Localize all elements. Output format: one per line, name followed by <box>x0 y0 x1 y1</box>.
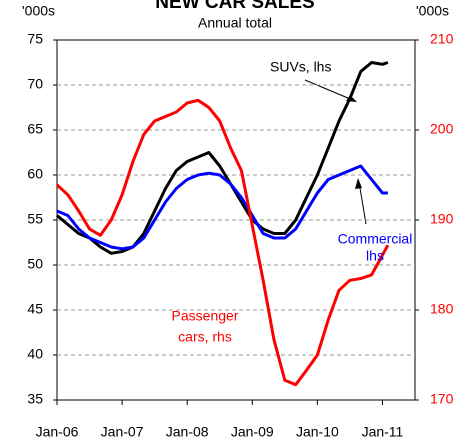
y2-tick-label: 190 <box>430 211 454 227</box>
y-tick-label: 75 <box>27 31 43 47</box>
y-tick-label: 35 <box>27 391 43 407</box>
arrowhead <box>355 178 362 189</box>
y-tick-label: 60 <box>27 166 43 182</box>
x-tick-label: Jan-10 <box>296 424 339 440</box>
arrow <box>304 79 356 102</box>
y-tick-label: 65 <box>27 121 43 137</box>
y-tick-label: 50 <box>27 256 43 272</box>
chart-subtitle: Annual total <box>198 15 272 31</box>
y2-tick-label: 210 <box>430 31 454 47</box>
series-line <box>56 164 388 251</box>
x-tick-label: Jan-09 <box>231 424 274 440</box>
y-tick-label: 55 <box>27 211 43 227</box>
y-unit: '000s <box>22 3 55 19</box>
series-label: Passenger <box>172 308 239 324</box>
series-line <box>56 61 389 255</box>
y2-tick-label: 170 <box>430 391 454 407</box>
chart-title: NEW CAR SALES <box>155 0 314 13</box>
y-tick-label: 45 <box>27 301 43 317</box>
y2-unit: '000s <box>416 3 449 19</box>
x-tick-label: Jan-08 <box>166 424 209 440</box>
y2-tick-label: 180 <box>430 301 454 317</box>
x-tick-label: Jan-06 <box>36 424 79 440</box>
series-label: lhs <box>366 248 384 264</box>
series-label: Commercial <box>338 231 413 247</box>
series-line <box>55 98 390 387</box>
y-tick-label: 40 <box>27 346 43 362</box>
y2-tick-label: 200 <box>430 121 454 137</box>
series-label: cars, rhs <box>178 329 232 345</box>
y-tick-label: 70 <box>27 76 43 92</box>
series-label: SUVs, lhs <box>270 59 331 75</box>
x-tick-label: Jan-11 <box>362 424 404 440</box>
arrow <box>358 181 367 225</box>
x-tick-label: Jan-07 <box>101 424 144 440</box>
